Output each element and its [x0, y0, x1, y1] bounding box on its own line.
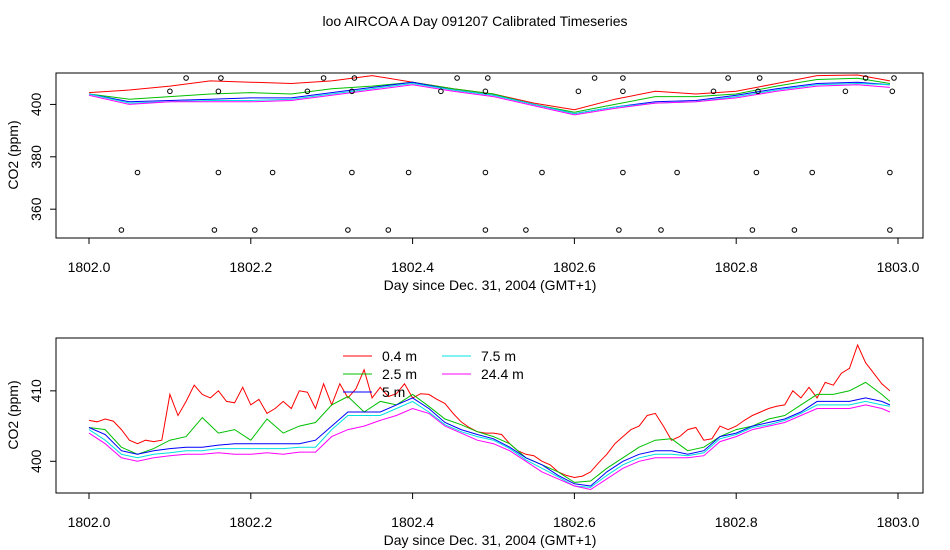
legend-label: 7.5 m — [481, 348, 516, 364]
series-line-2 — [88, 397, 891, 487]
data-point — [891, 75, 897, 81]
x-tick-label: 1802.0 — [68, 514, 111, 530]
x-tick-label: 1802.2 — [229, 259, 272, 275]
data-point — [756, 75, 763, 81]
top-x-axis-label: Day since Dec. 31, 2004 (GMT+1) — [384, 277, 597, 293]
x-tick-label: 1802.0 — [68, 259, 111, 275]
series-line-3 — [88, 400, 890, 488]
data-point — [749, 227, 756, 233]
data-point — [454, 75, 460, 81]
top-panel: 1802.0 1802.2 1802.4 1802.6 1802.8 1803.0 360… — [5, 72, 924, 293]
data-point — [616, 227, 622, 233]
top-series — [88, 74, 890, 116]
series-line-2 — [88, 81, 890, 115]
legend-label: 2.5 m — [382, 366, 417, 382]
legend: 0.4 m 2.5 m 5 m 7.5 m 24.4 m — [343, 348, 524, 400]
x-tick-label: 1802.4 — [391, 259, 434, 275]
data-point — [725, 75, 731, 81]
data-point — [118, 227, 125, 233]
series-line-0 — [88, 343, 891, 479]
y-tick-label: 400 — [28, 449, 44, 473]
data-point — [215, 169, 222, 176]
legend-label: 0.4 m — [382, 348, 417, 364]
data-point — [345, 227, 351, 233]
data-point — [482, 88, 489, 95]
data-point — [215, 88, 222, 95]
legend-label: 5 m — [382, 384, 405, 400]
bottom-plot-frame — [55, 337, 924, 494]
data-point — [887, 227, 893, 233]
data-point — [349, 88, 355, 95]
y-tick-label: 360 — [28, 197, 44, 221]
data-point — [591, 75, 598, 81]
data-point — [710, 88, 717, 95]
data-point — [438, 88, 444, 95]
top-plot-frame — [55, 72, 924, 239]
data-point — [405, 169, 412, 176]
data-point — [575, 88, 582, 95]
chart-title: loo AIRCOA A Day 091207 Calibrated Times… — [322, 13, 627, 29]
data-point — [523, 227, 529, 233]
x-tick-label: 1802.2 — [229, 514, 272, 530]
data-point — [482, 169, 489, 176]
data-point — [385, 227, 392, 233]
data-point — [252, 227, 258, 233]
x-tick-label: 1802.4 — [391, 514, 434, 530]
data-point — [304, 88, 311, 95]
data-point — [842, 88, 849, 95]
legend-label: 24.4 m — [481, 366, 524, 382]
bottom-x-axis: 1802.0 1802.2 1802.4 1802.6 1802.8 1803.0 — [68, 493, 920, 530]
series-line-3 — [88, 82, 890, 115]
top-points — [118, 75, 897, 233]
bottom-series — [88, 343, 891, 491]
data-point — [349, 169, 355, 176]
data-point — [134, 169, 141, 176]
data-point — [620, 75, 626, 81]
data-point — [482, 227, 489, 233]
x-tick-label: 1802.6 — [553, 259, 596, 275]
series-line-1 — [88, 381, 891, 483]
data-point — [889, 88, 896, 95]
data-point — [218, 75, 224, 81]
top-x-axis: 1802.0 1802.2 1802.4 1802.6 1802.8 1803.0 — [68, 238, 920, 275]
x-tick-label: 1802.6 — [553, 514, 596, 530]
data-point — [755, 88, 761, 95]
series-line-4 — [88, 84, 890, 116]
data-point — [674, 169, 680, 176]
data-point — [269, 169, 276, 176]
data-point — [791, 227, 798, 233]
x-tick-label: 1803.0 — [877, 259, 920, 275]
data-point — [351, 75, 358, 81]
y-tick-label: 380 — [28, 145, 44, 169]
data-point — [753, 169, 760, 176]
data-point — [862, 75, 869, 81]
x-tick-label: 1802.8 — [715, 514, 758, 530]
bottom-y-axis: 400 410 — [28, 379, 56, 473]
bottom-y-axis-label: CO2 (ppm) — [5, 380, 21, 449]
y-tick-label: 400 — [28, 93, 44, 117]
top-y-axis: 360 380 400 — [28, 93, 56, 221]
data-point — [183, 75, 189, 81]
series-line-4 — [88, 404, 891, 491]
x-tick-label: 1802.8 — [715, 259, 758, 275]
data-point — [320, 75, 327, 81]
data-point — [485, 75, 491, 81]
bottom-panel: 1802.0 1802.2 1802.4 1802.6 1802.8 1803.0 400… — [5, 337, 924, 548]
y-tick-label: 410 — [28, 379, 44, 403]
data-point — [211, 227, 218, 233]
data-point — [620, 88, 626, 95]
data-point — [167, 88, 173, 95]
series-line-1 — [88, 77, 890, 113]
data-point — [539, 169, 545, 176]
x-tick-label: 1803.0 — [877, 514, 920, 530]
data-point — [658, 227, 664, 233]
bottom-x-axis-label: Day since Dec. 31, 2004 (GMT+1) — [384, 532, 597, 548]
data-point — [887, 169, 893, 176]
data-point — [620, 169, 626, 176]
data-point — [809, 169, 816, 176]
top-y-axis-label: CO2 (ppm) — [5, 120, 21, 189]
